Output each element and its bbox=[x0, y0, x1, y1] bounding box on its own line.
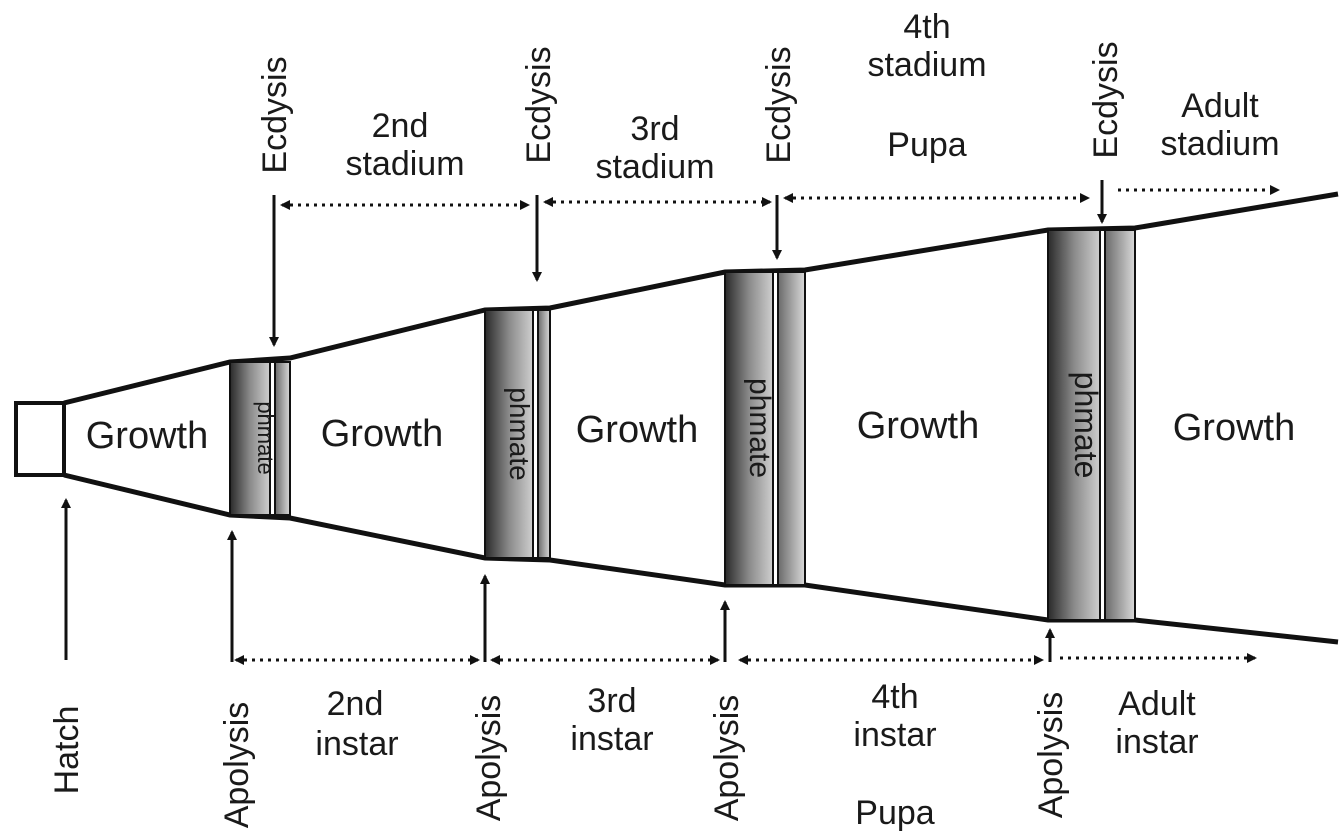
growth-label-5: Growth bbox=[1173, 407, 1295, 449]
stadium-2-line-1: 2nd bbox=[372, 107, 429, 145]
molt-band-3 bbox=[724, 271, 806, 586]
instar-2-line-2: instar bbox=[315, 725, 398, 763]
stadium-3-line-1: 3rd bbox=[630, 110, 679, 148]
instar-adult-line-1: Adult bbox=[1118, 685, 1196, 723]
ecdysis-label-4: Ecdysis bbox=[1087, 41, 1125, 158]
hatch-box bbox=[14, 401, 66, 477]
stadium-4-pupa: Pupa bbox=[887, 126, 966, 164]
instar-adult-line-2: instar bbox=[1115, 723, 1198, 761]
stadium-adult-line-1: Adult bbox=[1181, 87, 1259, 125]
hatch-label: Hatch bbox=[48, 706, 86, 795]
apolysis-label-1: Apolysis bbox=[218, 702, 256, 829]
instar-4-line-2: instar bbox=[853, 716, 936, 754]
instar-3-line-1: 3rd bbox=[587, 682, 636, 720]
growth-label-3: Growth bbox=[576, 409, 698, 451]
instar-4-line-1: 4th bbox=[871, 678, 918, 716]
growth-label-2: Growth bbox=[321, 413, 443, 455]
instar-4-pupa: Pupa bbox=[855, 794, 934, 832]
instar-3-line-2: instar bbox=[570, 720, 653, 758]
instar-2-line-1: 2nd bbox=[327, 685, 384, 723]
band-label-3: phmate bbox=[743, 378, 776, 478]
ecdysis-label-3: Ecdysis bbox=[760, 46, 798, 163]
molt-band-4 bbox=[1047, 229, 1136, 621]
molt-band-2 bbox=[484, 309, 551, 559]
stadium-4-line-2: stadium bbox=[867, 46, 986, 84]
stadium-3-line-2: stadium bbox=[595, 148, 714, 186]
band-label-2: phmate bbox=[504, 387, 535, 480]
apolysis-label-2: Apolysis bbox=[470, 695, 508, 822]
ecdysis-label-1: Ecdysis bbox=[256, 56, 294, 173]
ecdysis-label-2: Ecdysis bbox=[520, 46, 558, 163]
band-label-1: phmate bbox=[253, 401, 278, 474]
growth-label-1: Growth bbox=[86, 415, 208, 457]
stadium-2-line-2: stadium bbox=[345, 145, 464, 183]
growth-label-4: Growth bbox=[857, 405, 979, 447]
molt-band-1 bbox=[229, 361, 291, 516]
apolysis-label-3: Apolysis bbox=[708, 695, 746, 822]
band-label-4: phmate bbox=[1068, 372, 1104, 479]
apolysis-label-4: Apolysis bbox=[1032, 692, 1070, 819]
stadium-adult-line-2: stadium bbox=[1160, 125, 1279, 163]
stadium-4-line-1: 4th bbox=[903, 8, 950, 46]
